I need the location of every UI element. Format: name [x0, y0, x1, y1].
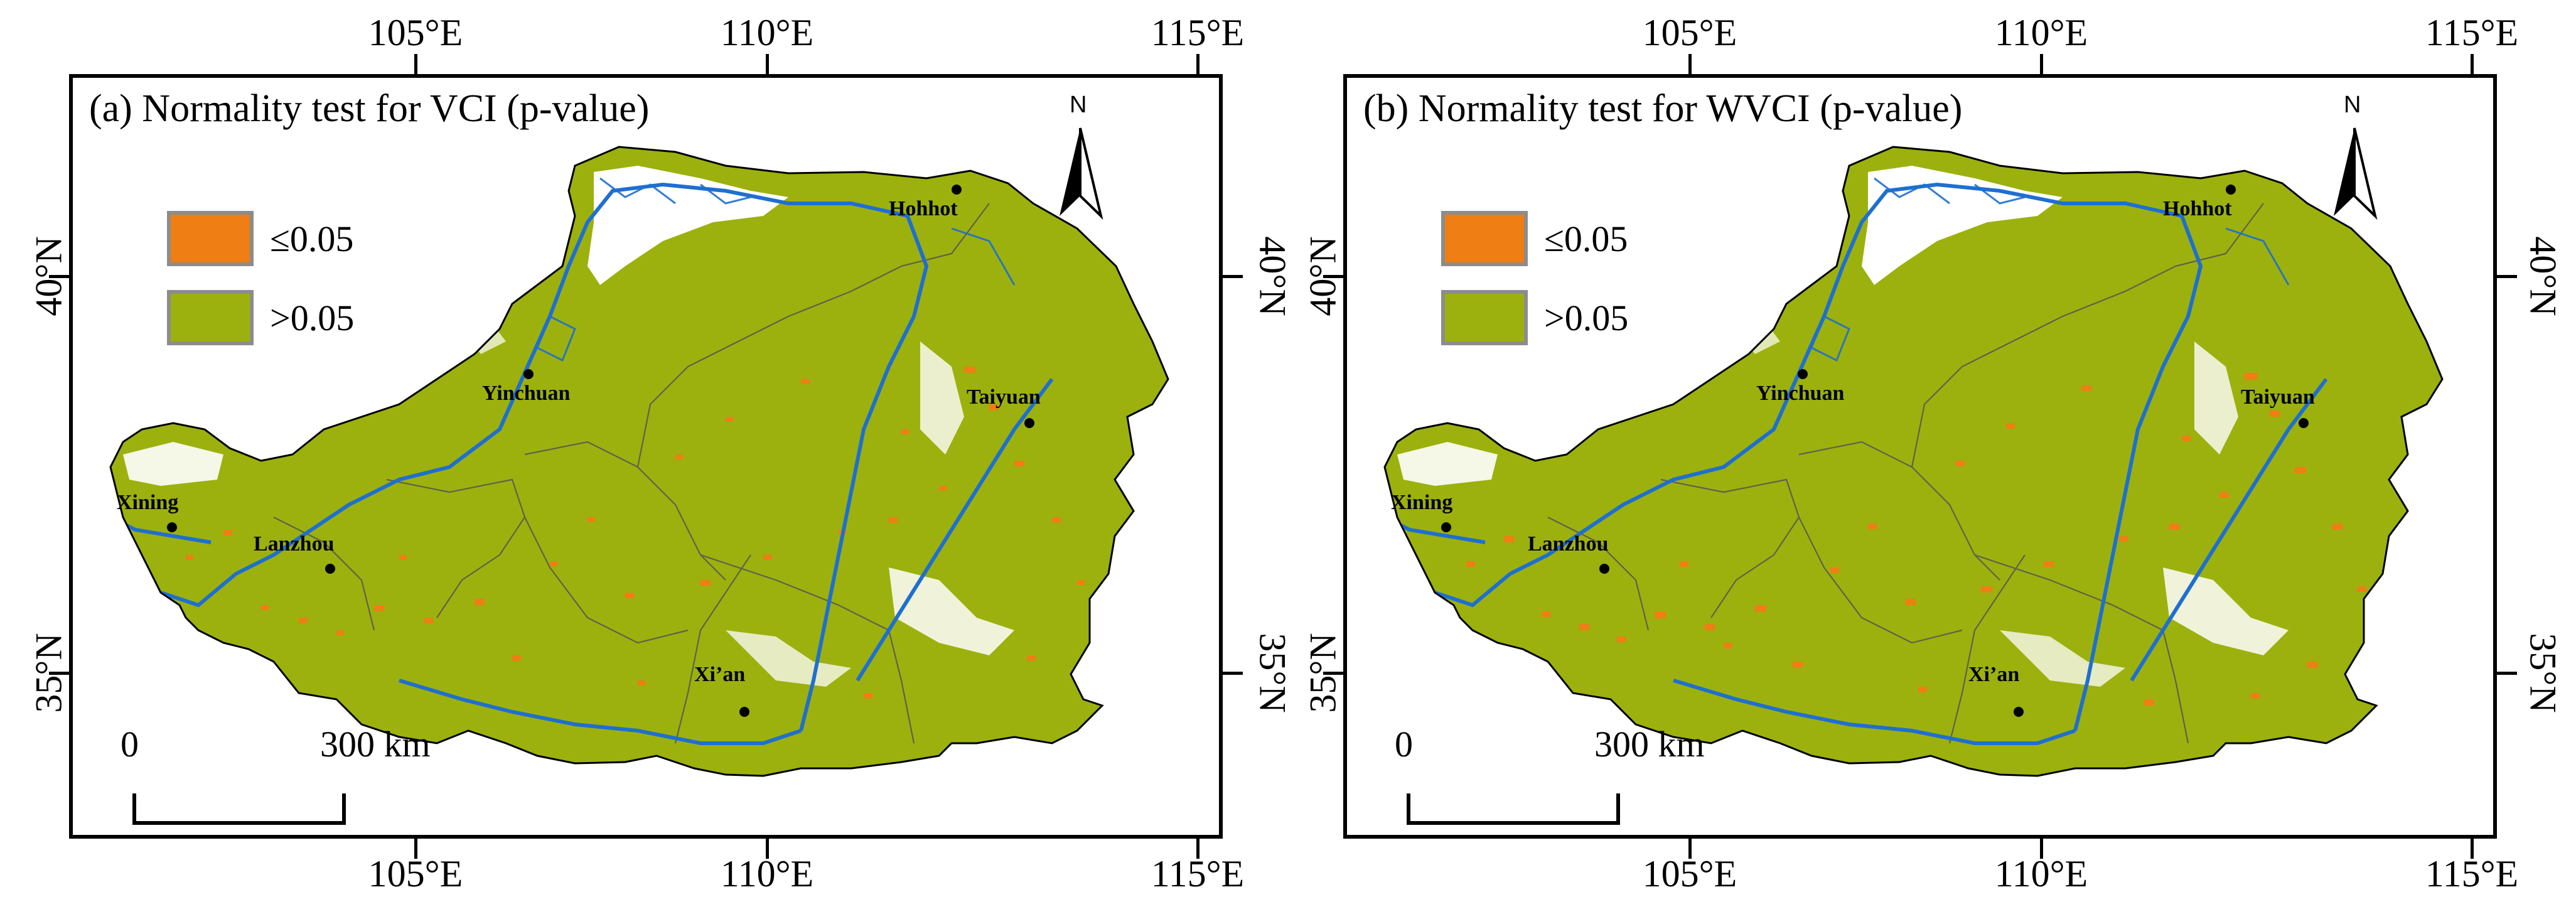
x-tick-top-105: 105°E: [1642, 12, 1737, 53]
tick-mark: [2496, 672, 2517, 675]
tick-mark: [49, 275, 70, 278]
panel-b: 105°E 110°E 115°E 105°E 110°E 115°E 40°N…: [1274, 0, 2564, 919]
city-dot-taiyuan: [1024, 418, 1034, 428]
tick-mark: [2040, 837, 2043, 859]
legend-label: ≤0.05: [1544, 218, 1628, 259]
city-dot-hohhot: [2226, 185, 2236, 195]
city-label-hohhot: Hohhot: [2163, 197, 2232, 220]
scale-start-label: 0: [1395, 724, 1413, 765]
legend-item-not-significant: >0.05: [1441, 288, 1628, 348]
legend-swatch-orange: [167, 211, 254, 266]
city-dot-yinchuan: [523, 369, 534, 379]
city-label-lanzhou: Lanzhou: [254, 532, 335, 556]
x-tick-bottom-105: 105°E: [368, 853, 463, 895]
scale-end-label: 300 km: [1594, 724, 1705, 765]
tick-mark: [2040, 54, 2043, 75]
scale-start-label: 0: [121, 724, 139, 765]
city-dot-yinchuan: [1798, 369, 1808, 379]
x-tick-top-110: 110°E: [720, 12, 814, 53]
legend-item-significant: ≤0.05: [167, 208, 353, 269]
city-label-xian: Xi’an: [694, 663, 746, 686]
legend-item-significant: ≤0.05: [1441, 208, 1628, 269]
y-tick-right-40: 40°N: [2522, 236, 2564, 316]
loess-plateau-map: [109, 146, 1169, 777]
city-dot-taiyuan: [2299, 418, 2309, 428]
x-tick-top-115: 115°E: [1151, 12, 1245, 53]
legend-label: >0.05: [1544, 297, 1629, 338]
scale-end-label: 300 km: [320, 724, 431, 765]
loess-plateau-map: [1383, 146, 2444, 777]
city-dot-xian: [2014, 707, 2024, 717]
legend-label: ≤0.05: [270, 218, 354, 259]
panel-a: 105°E 110°E 115°E 105°E 110°E 115°E 40°N…: [28, 12, 1294, 895]
scale-bar: [132, 793, 346, 825]
tick-mark: [1196, 837, 1199, 859]
city-label-yinchuan: Yinchuan: [482, 382, 571, 405]
city-dot-lanzhou: [1599, 564, 1609, 574]
panel-title: (a) Normality test for VCI (p-value): [89, 87, 650, 130]
city-dot-lanzhou: [325, 564, 335, 574]
x-tick-top-115: 115°E: [2425, 12, 2519, 53]
city-label-taiyuan: Taiyuan: [2241, 385, 2315, 409]
x-tick-bottom-110: 110°E: [1994, 853, 2088, 895]
scale-bar: [1407, 793, 1620, 825]
tick-mark: [414, 837, 417, 859]
legend-swatch-green: [1441, 290, 1528, 345]
city-dot-xining: [1441, 522, 1451, 532]
x-tick-bottom-115: 115°E: [1151, 853, 1245, 895]
city-label-xining: Xining: [1391, 491, 1453, 514]
city-dot-hohhot: [952, 185, 962, 195]
tick-mark: [414, 54, 417, 75]
map-frame: (b) Normality test for WVCI (p-value) ≤0…: [1343, 74, 2497, 839]
north-arrow-label: N: [1070, 92, 1087, 118]
x-tick-bottom-110: 110°E: [720, 853, 814, 895]
city-dot-xian: [739, 707, 749, 717]
north-arrow-icon: [1060, 127, 1103, 220]
city-label-xian: Xi’an: [1968, 663, 2020, 686]
tick-mark: [1323, 672, 1344, 675]
legend-item-not-significant: >0.05: [167, 288, 354, 348]
city-label-yinchuan: Yinchuan: [1756, 382, 1845, 405]
tick-mark: [766, 54, 769, 75]
tick-mark: [1221, 672, 1243, 675]
north-arrow-label: N: [2344, 92, 2361, 118]
tick-mark: [2471, 837, 2474, 859]
tick-mark: [1221, 275, 1243, 278]
legend-swatch-green: [167, 290, 254, 345]
x-tick-top-110: 110°E: [1994, 12, 2088, 53]
legend-label: >0.05: [270, 297, 355, 338]
legend-swatch-orange: [1441, 211, 1528, 266]
city-label-taiyuan: Taiyuan: [967, 385, 1041, 409]
city-label-hohhot: Hohhot: [889, 197, 958, 220]
x-tick-top-105: 105°E: [368, 12, 463, 53]
x-tick-bottom-105: 105°E: [1642, 853, 1737, 895]
tick-mark: [2471, 54, 2474, 75]
tick-mark: [766, 837, 769, 859]
north-arrow-icon: [2334, 127, 2378, 220]
map-frame: (a) Normality test for VCI (p-value) ≤0.…: [69, 74, 1223, 839]
tick-mark: [1196, 54, 1199, 75]
tick-mark: [1688, 54, 1692, 75]
tick-mark: [1323, 275, 1344, 278]
y-tick-right-35: 35°N: [2522, 633, 2564, 713]
city-dot-xining: [167, 522, 177, 532]
tick-mark: [2496, 275, 2517, 278]
tick-mark: [49, 672, 70, 675]
tick-mark: [1688, 837, 1692, 859]
city-label-xining: Xining: [117, 491, 179, 514]
panel-title: (b) Normality test for WVCI (p-value): [1363, 87, 1963, 130]
city-label-lanzhou: Lanzhou: [1528, 532, 1609, 556]
x-tick-bottom-115: 115°E: [2425, 853, 2519, 895]
